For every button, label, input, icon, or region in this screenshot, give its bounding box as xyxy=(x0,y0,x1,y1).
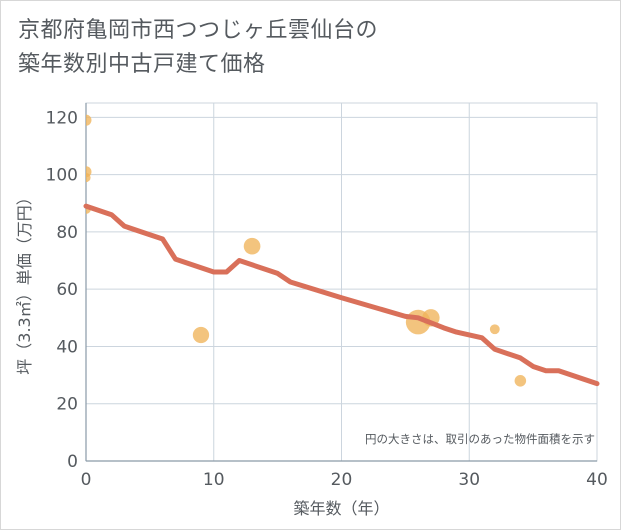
x-axis-label: 築年数（年） xyxy=(293,499,389,518)
y-tick-label: 60 xyxy=(56,280,78,300)
y-axis-label: 坪（3.3㎡）単価（万円） xyxy=(15,189,34,374)
chart-title: 京都府亀岡市西つつじヶ丘雲仙台の 築年数別中古戸建て価格 xyxy=(18,14,378,82)
bubble-point xyxy=(86,114,92,126)
trend-line xyxy=(83,203,600,387)
y-tick-label: 0 xyxy=(67,452,78,472)
bubble-point xyxy=(489,324,500,335)
bubble-point xyxy=(192,326,210,344)
y-tick-label: 20 xyxy=(56,395,78,415)
x-tick-label: 0 xyxy=(81,470,92,490)
bubble-point xyxy=(514,375,527,387)
bubble-point xyxy=(86,172,91,183)
bubble-point xyxy=(243,237,261,255)
y-tick-label: 100 xyxy=(46,166,78,186)
y-tick-label: 40 xyxy=(56,337,78,357)
chart-title-line1: 京都府亀岡市西つつじヶ丘雲仙台の xyxy=(18,18,379,43)
x-tick-label: 20 xyxy=(331,470,353,490)
bubble-series xyxy=(86,114,527,387)
x-tick-label: 40 xyxy=(586,470,608,490)
y-tick-label: 120 xyxy=(46,108,78,128)
x-tick-label: 30 xyxy=(458,470,480,490)
x-tick-label: 10 xyxy=(203,470,225,490)
bubble-size-note: 円の大きさは、取引のあった物件面積を示す xyxy=(365,432,595,446)
y-tick-label: 80 xyxy=(56,223,78,243)
chart-title-line2: 築年数別中古戸建て価格 xyxy=(18,52,266,77)
trend-series xyxy=(83,203,600,387)
tick-labels: 0 10 20 30 40 0 20 40 60 80 100 120 xyxy=(46,108,608,490)
grid-lines xyxy=(85,102,598,462)
